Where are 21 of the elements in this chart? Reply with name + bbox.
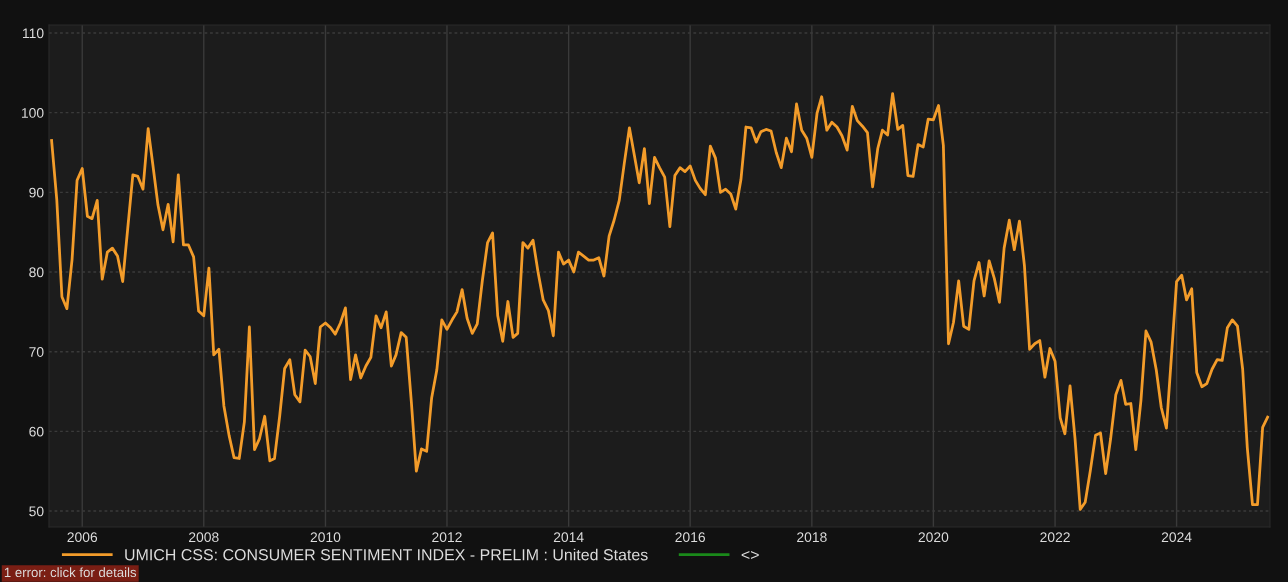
x-tick-label: 2014 (553, 532, 584, 543)
y-tick-label: 60 (29, 426, 44, 437)
x-tick-label: 2006 (67, 532, 98, 543)
line-series (50, 92, 1270, 511)
y-tick-label: 70 (29, 347, 44, 357)
x-tick-label: 2010 (310, 532, 341, 543)
text: 1 error: click for details (4, 567, 137, 578)
y-tick-label: 100 (21, 108, 44, 118)
x-tick-label: 2012 (432, 532, 462, 543)
y-tick-label: 90 (29, 187, 44, 198)
legend-label: UMICH CSS: CONSUMER SENTIMENT INDEX - PRELIM : United States (125, 548, 648, 561)
x-tick-label: 2008 (189, 532, 219, 543)
y-tick-label: 110 (23, 28, 44, 39)
x-tick-label: 2016 (675, 532, 706, 543)
x-tick-label: 2022 (1040, 532, 1070, 543)
x-tick-label: 2024 (1161, 532, 1192, 543)
x-tick-label: 2018 (797, 532, 827, 543)
legend-label: <> (741, 550, 759, 560)
y-tick-label: 80 (29, 267, 44, 278)
y-tick-label: 50 (29, 506, 44, 517)
x-tick-label: 2020 (918, 532, 949, 543)
